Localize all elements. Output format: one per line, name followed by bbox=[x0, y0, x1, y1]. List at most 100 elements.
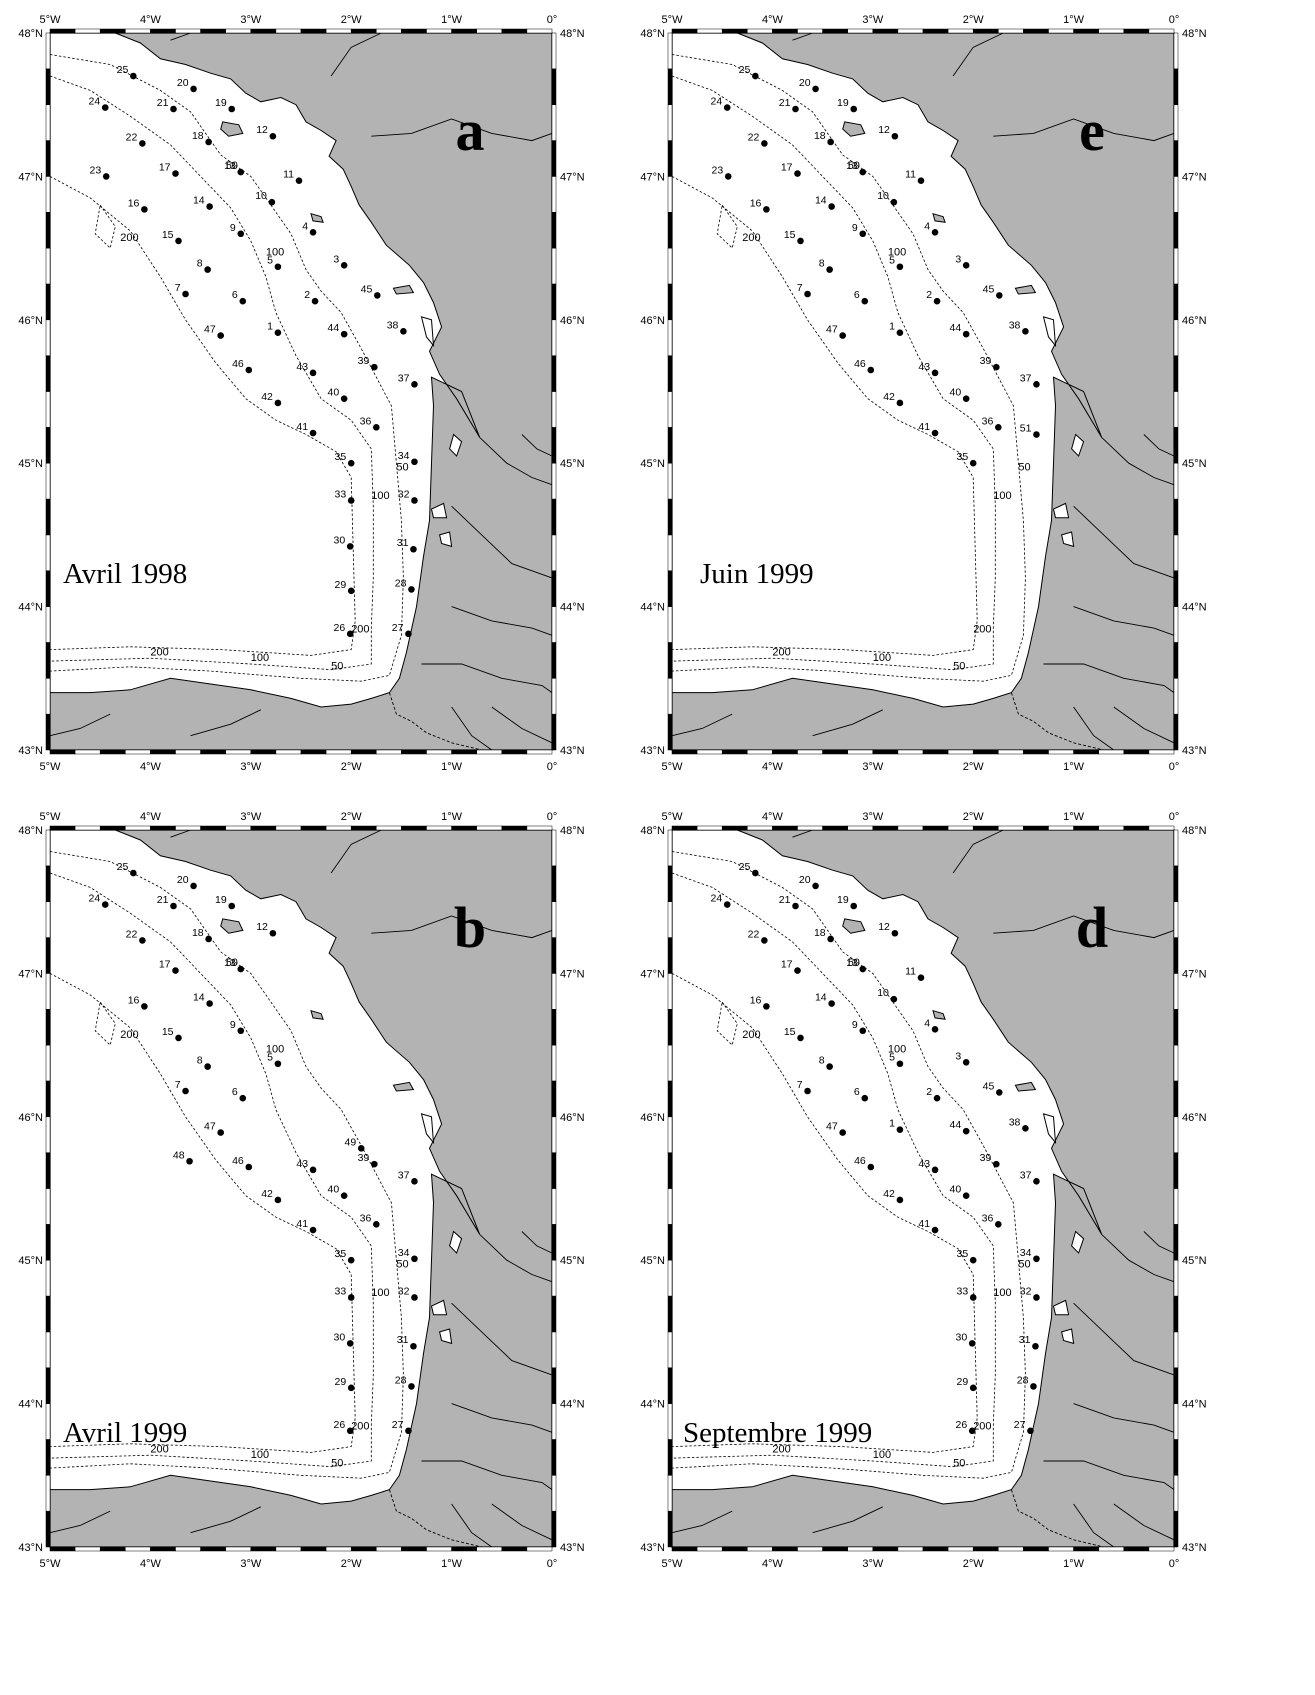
lon-tick-label: 3°W bbox=[862, 761, 884, 773]
isobath-label: 200 bbox=[150, 1443, 168, 1455]
station-label: 33 bbox=[335, 1285, 347, 1297]
river-line bbox=[521, 434, 553, 457]
frame-segment bbox=[551, 1044, 557, 1082]
isobath-label: 50 bbox=[396, 1258, 408, 1270]
station-label: 6 bbox=[232, 289, 238, 301]
frame-segment bbox=[45, 68, 51, 105]
frame-segment bbox=[45, 1116, 51, 1153]
frame-segment bbox=[551, 1116, 557, 1153]
frame-segment bbox=[551, 937, 557, 974]
station-label: 39 bbox=[358, 355, 370, 367]
frame-segment bbox=[1173, 212, 1179, 249]
frame-segment bbox=[551, 1009, 557, 1046]
station-marker bbox=[101, 901, 109, 908]
station-label: 8 bbox=[819, 1055, 825, 1067]
frame-segment bbox=[1123, 28, 1150, 34]
station-label: 38 bbox=[387, 319, 399, 331]
lon-tick-label: 4°W bbox=[140, 14, 162, 26]
frame-segment bbox=[175, 1546, 201, 1552]
frame-segment bbox=[1173, 140, 1179, 177]
station-label: 39 bbox=[980, 1152, 992, 1164]
lat-tick-label: 45°N bbox=[18, 458, 43, 470]
station-marker bbox=[411, 1294, 418, 1301]
frame-segment bbox=[1173, 1080, 1179, 1118]
lon-tick-label: 0° bbox=[1169, 14, 1180, 26]
station-label: 46 bbox=[232, 358, 244, 370]
isobath-contour bbox=[94, 1001, 116, 1046]
station-marker bbox=[828, 203, 835, 210]
frame-segment bbox=[897, 749, 924, 755]
frame-segment bbox=[667, 1331, 673, 1369]
frame-segment bbox=[45, 498, 51, 536]
station-label: 11 bbox=[283, 169, 294, 181]
border-line bbox=[388, 1489, 482, 1548]
lat-tick-label: 46°N bbox=[18, 1112, 43, 1124]
frame-segment bbox=[99, 1546, 126, 1552]
station-label: 17 bbox=[159, 162, 171, 174]
station-marker bbox=[968, 1427, 976, 1435]
map-panel-a: 50 100 200 200 100 50 100 200 50 5°W 5°W 4°W 4°W 3°W 3… bbox=[0, 0, 640, 845]
station-marker bbox=[724, 173, 732, 180]
station-label: 12 bbox=[256, 921, 268, 933]
river-line bbox=[170, 32, 191, 41]
lat-tick-label: 46°N bbox=[640, 1112, 665, 1124]
station-label: 43 bbox=[296, 361, 308, 373]
frame-segment bbox=[551, 1510, 557, 1548]
frame-segment bbox=[501, 28, 528, 34]
isobath-label: 100 bbox=[873, 652, 891, 664]
river-line bbox=[1043, 663, 1175, 693]
frame-segment bbox=[667, 1152, 673, 1189]
station-label: 6 bbox=[232, 1086, 238, 1098]
river-line bbox=[451, 1302, 553, 1376]
frame-segment bbox=[526, 749, 553, 755]
isobath-contour bbox=[94, 204, 116, 249]
frame-segment bbox=[747, 749, 773, 755]
river-line bbox=[451, 1503, 493, 1548]
river-line bbox=[1073, 505, 1175, 579]
station-marker bbox=[400, 327, 407, 335]
frame-segment bbox=[200, 1546, 226, 1552]
lat-tick-label: 45°N bbox=[1182, 1255, 1207, 1267]
frame-segment bbox=[125, 825, 151, 831]
station-marker bbox=[794, 170, 801, 177]
isobath-contour bbox=[671, 872, 996, 1468]
river-line bbox=[371, 915, 553, 939]
frame-segment bbox=[125, 28, 151, 34]
river-line bbox=[451, 505, 553, 579]
lat-tick-label: 43°N bbox=[640, 1542, 665, 1554]
frame-segment bbox=[1173, 865, 1179, 902]
panel-letter: a bbox=[456, 98, 485, 163]
station-marker bbox=[411, 381, 418, 388]
isobath-label: 200 bbox=[772, 1443, 790, 1455]
station-label: 41 bbox=[296, 1218, 308, 1230]
frame-segment bbox=[45, 212, 51, 249]
station-label: 26 bbox=[956, 1419, 968, 1431]
frame-segment bbox=[551, 1475, 557, 1512]
station-label: 21 bbox=[779, 894, 791, 906]
station-marker bbox=[205, 935, 212, 943]
station-label: 23 bbox=[90, 164, 102, 176]
station-label: 29 bbox=[335, 579, 347, 591]
frame-segment bbox=[667, 68, 673, 105]
frame-segment bbox=[551, 1439, 557, 1476]
panel-caption: Avril 1998 bbox=[63, 558, 187, 590]
station-marker bbox=[792, 902, 799, 910]
station-label: 12 bbox=[256, 124, 268, 136]
station-marker bbox=[309, 1166, 317, 1174]
frame-segment bbox=[667, 1044, 673, 1082]
panel-caption: Septembre 1999 bbox=[683, 1417, 872, 1449]
station-marker bbox=[896, 1126, 904, 1134]
frame-segment bbox=[350, 1546, 377, 1552]
frame-segment bbox=[1173, 1475, 1179, 1512]
station-label: 15 bbox=[162, 229, 174, 241]
lat-tick-label: 45°N bbox=[640, 1255, 665, 1267]
lon-tick-label: 3°W bbox=[240, 811, 262, 823]
station-label: 25 bbox=[739, 64, 751, 76]
frame-segment bbox=[45, 678, 51, 715]
lagoon bbox=[1071, 1230, 1085, 1254]
isobath-label: 200 bbox=[973, 623, 991, 635]
station-marker bbox=[347, 1384, 355, 1392]
frame-segment bbox=[376, 825, 402, 831]
island bbox=[392, 284, 415, 295]
river-line bbox=[479, 1234, 553, 1283]
